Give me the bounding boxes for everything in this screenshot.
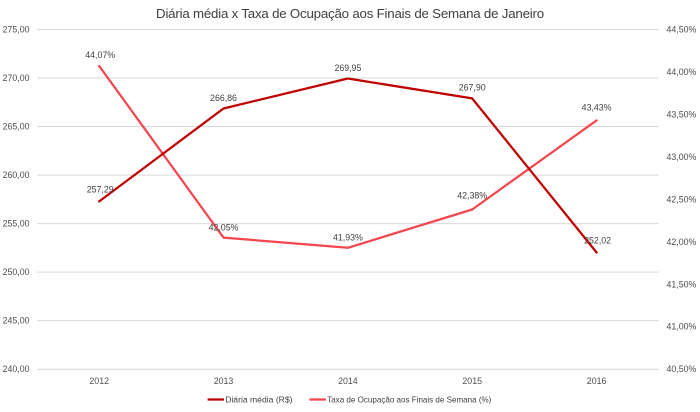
- svg-text:Taxa de Ocupação aos Finais de: Taxa de Ocupação aos Finais de Semana (%…: [327, 396, 491, 405]
- svg-text:255,00: 255,00: [3, 219, 30, 229]
- svg-text:42,05%: 42,05%: [209, 223, 239, 233]
- svg-text:42,38%: 42,38%: [457, 191, 487, 201]
- svg-text:270,00: 270,00: [3, 73, 30, 83]
- svg-text:41,50%: 41,50%: [667, 279, 697, 289]
- svg-text:44,07%: 44,07%: [85, 50, 115, 60]
- svg-text:275,00: 275,00: [3, 25, 30, 35]
- svg-text:250,00: 250,00: [3, 267, 30, 277]
- svg-text:43,50%: 43,50%: [667, 109, 697, 119]
- svg-text:2014: 2014: [338, 376, 358, 386]
- svg-text:260,00: 260,00: [3, 170, 30, 180]
- svg-text:40,50%: 40,50%: [667, 364, 697, 374]
- svg-text:42,50%: 42,50%: [667, 194, 697, 204]
- svg-text:266,86: 266,86: [210, 93, 237, 103]
- svg-text:44,50%: 44,50%: [667, 25, 697, 35]
- svg-text:265,00: 265,00: [3, 122, 30, 132]
- svg-text:240,00: 240,00: [3, 364, 30, 374]
- svg-text:2012: 2012: [89, 376, 109, 386]
- svg-text:Diária média x Taxa de Ocupaçã: Diária média x Taxa de Ocupação aos Fina…: [156, 6, 544, 21]
- svg-text:43,43%: 43,43%: [582, 102, 612, 112]
- svg-text:42,00%: 42,00%: [667, 237, 697, 247]
- svg-text:43,00%: 43,00%: [667, 152, 697, 162]
- svg-text:252,02: 252,02: [584, 236, 611, 246]
- svg-text:41,93%: 41,93%: [333, 232, 363, 242]
- svg-text:2015: 2015: [462, 376, 482, 386]
- svg-text:44,00%: 44,00%: [667, 67, 697, 77]
- svg-text:267,90: 267,90: [459, 82, 486, 92]
- svg-text:257,29: 257,29: [87, 184, 114, 194]
- svg-text:269,95: 269,95: [334, 63, 361, 73]
- svg-text:41,00%: 41,00%: [667, 322, 697, 332]
- svg-text:2016: 2016: [587, 376, 607, 386]
- svg-text:Diária média (R$): Diária média (R$): [225, 395, 292, 405]
- svg-text:2013: 2013: [214, 376, 234, 386]
- svg-text:245,00: 245,00: [3, 316, 30, 326]
